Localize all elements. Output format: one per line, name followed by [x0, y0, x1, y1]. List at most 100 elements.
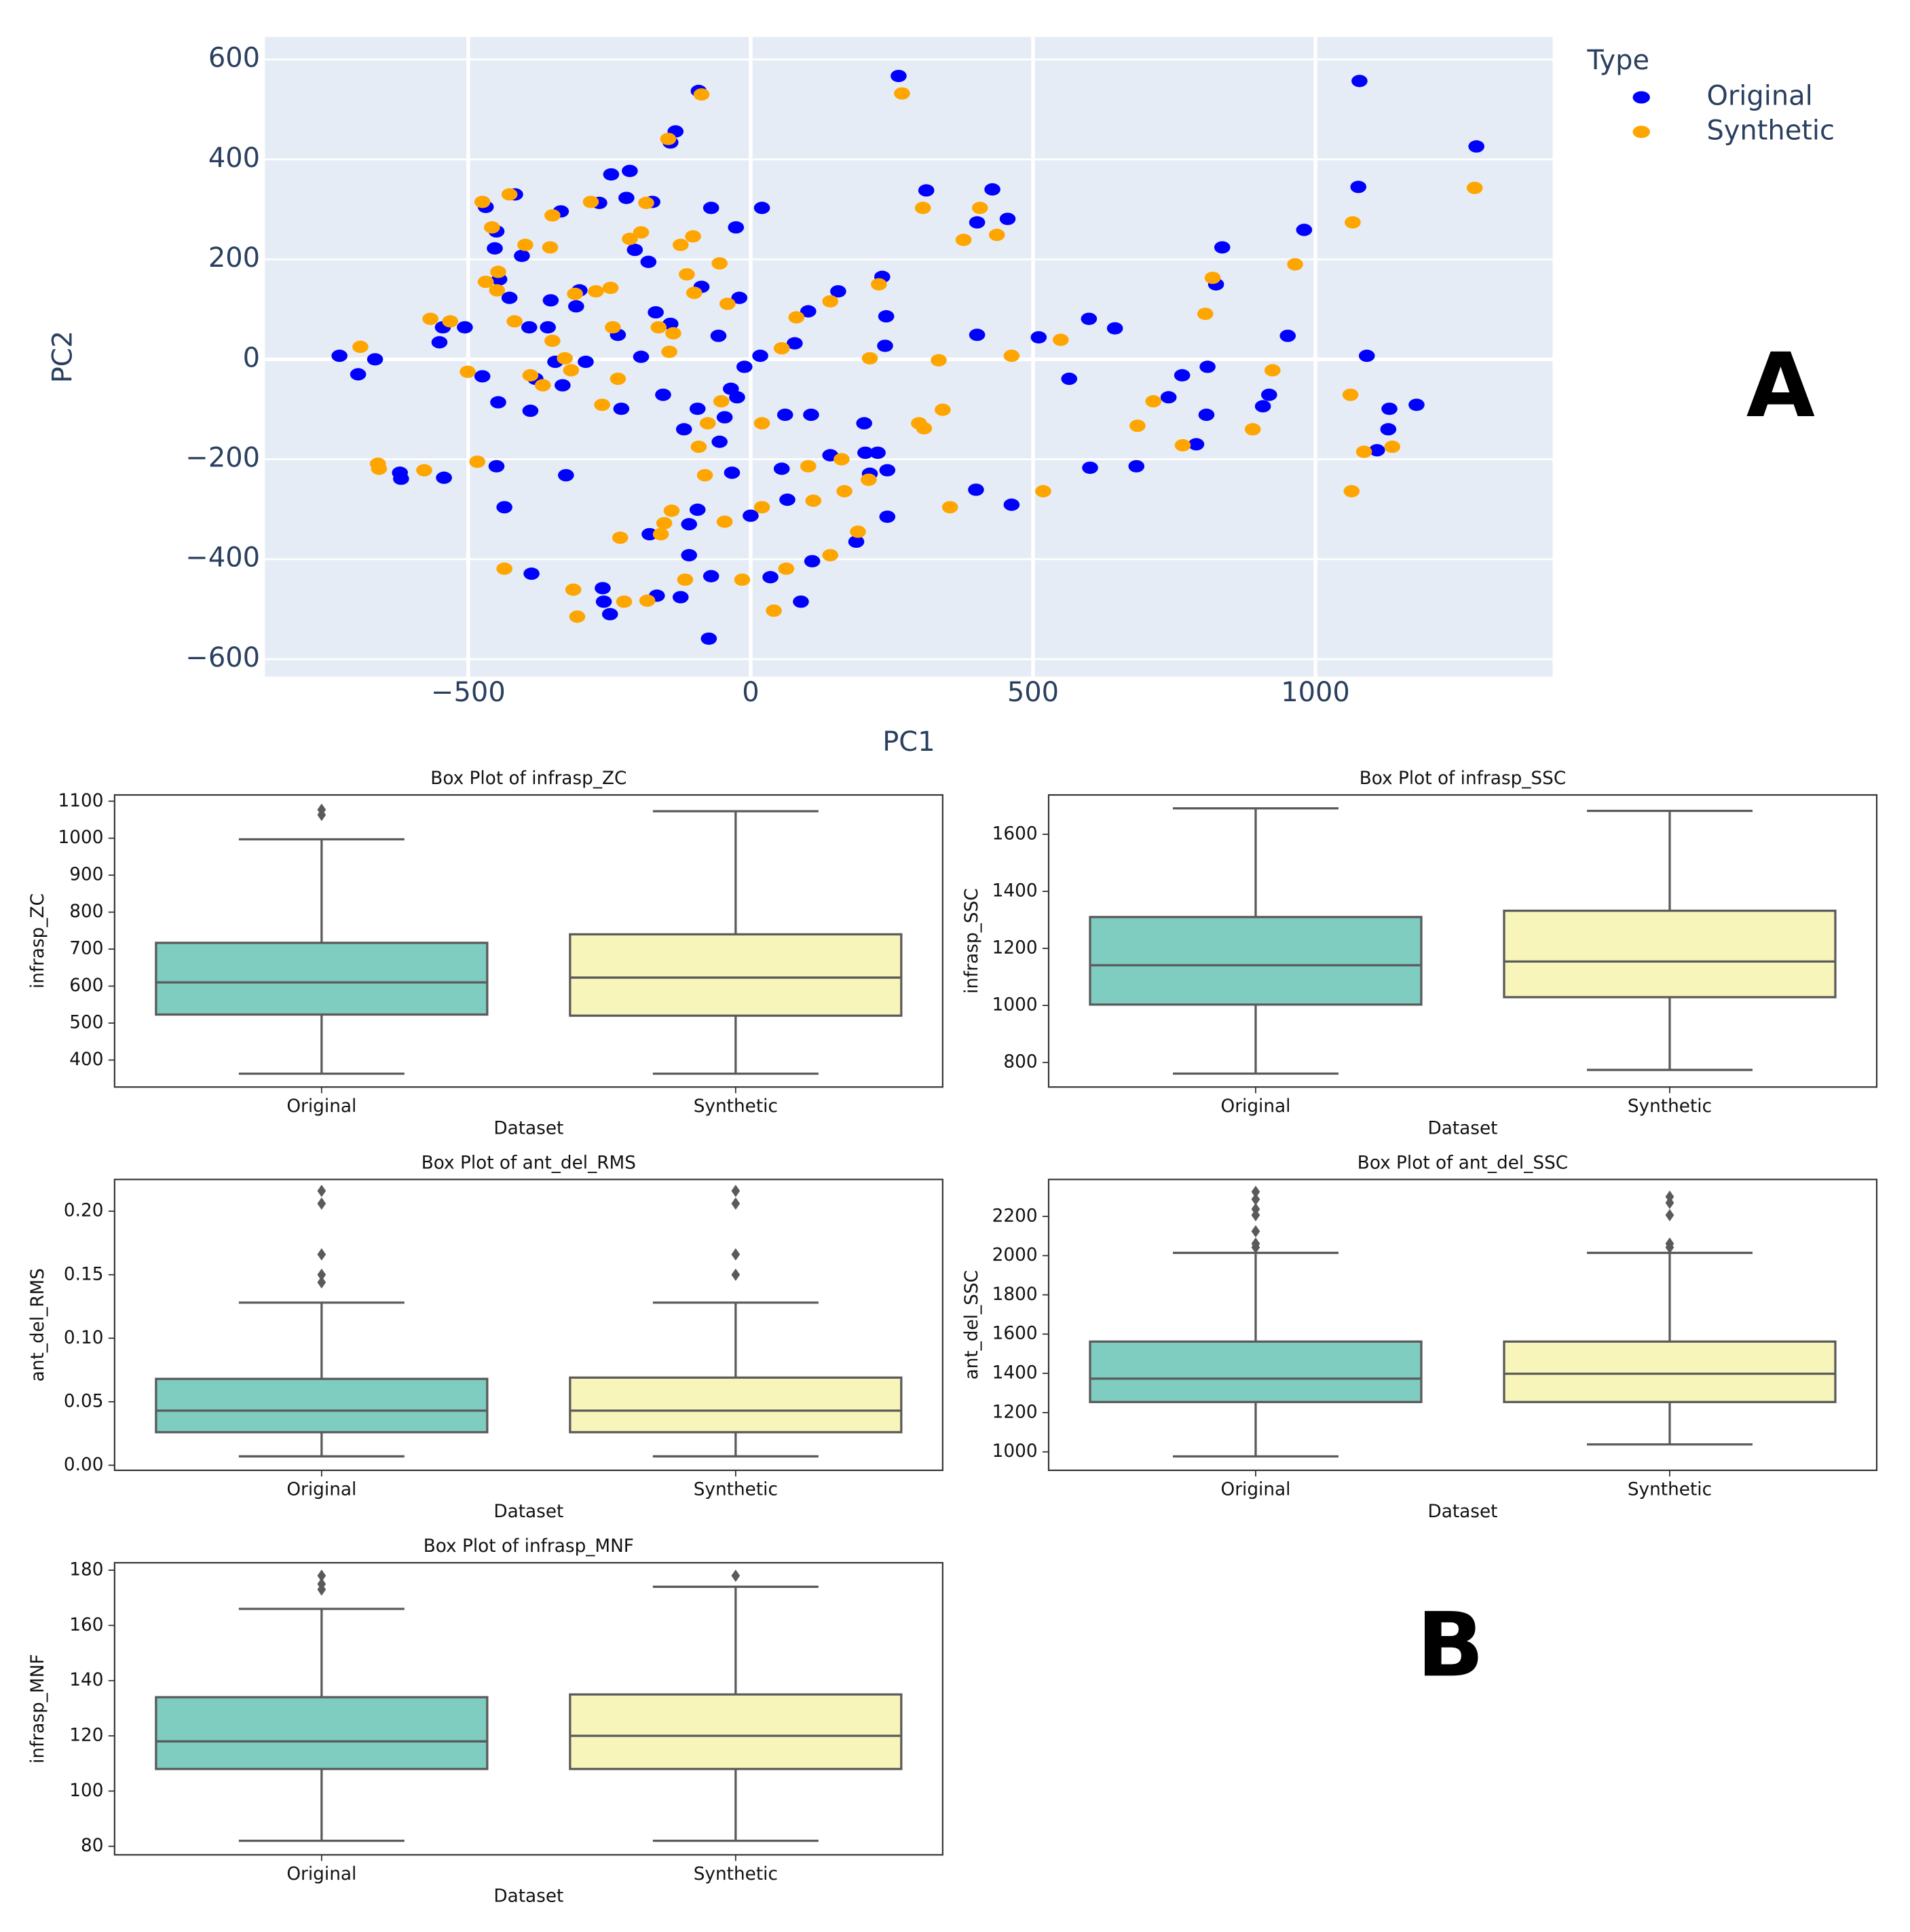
scatter-point [1384, 441, 1400, 453]
y-axis-label: infrasp_ZC [28, 893, 48, 988]
box [155, 942, 489, 1016]
y-tick-label: −200 [185, 443, 260, 474]
scatter-point [878, 310, 895, 323]
scatter-point [879, 510, 896, 523]
scatter-point [776, 408, 793, 422]
outlier [1251, 1185, 1260, 1198]
scatter-point [716, 515, 733, 528]
y-tick-label: 800 [69, 902, 103, 922]
scatter-point [1061, 372, 1078, 386]
y-axis-label: PC2 [47, 331, 78, 383]
scatter-point [773, 342, 790, 355]
scatter-point [734, 573, 751, 586]
scatter-point [800, 305, 817, 318]
scatter-point [1082, 461, 1098, 475]
scatter-point [822, 295, 839, 308]
outlier [1251, 1225, 1260, 1238]
scatter-point [605, 321, 621, 334]
scatter-point [689, 403, 706, 415]
scatter-point [711, 435, 728, 448]
scatter-point [1380, 423, 1397, 436]
outlier [317, 1276, 326, 1289]
scatter-point [557, 352, 573, 365]
box [569, 1376, 903, 1434]
scatter-point [677, 573, 694, 586]
legend-label: Synthetic [1706, 115, 1835, 146]
scatter-point [968, 483, 984, 496]
scatter-point [640, 255, 657, 268]
scatter-point [652, 527, 669, 541]
scatter-point [711, 257, 728, 270]
scatter-point [436, 471, 452, 484]
scatter-point [595, 595, 612, 608]
box [1503, 909, 1837, 999]
scatter-point [569, 610, 586, 623]
scatter-point [918, 184, 935, 197]
scatter-point [850, 525, 866, 538]
scatter-point [544, 334, 561, 348]
scatter-point [457, 321, 473, 334]
scatter-point [1199, 360, 1216, 373]
scatter-point [779, 494, 795, 506]
scatter-point [877, 339, 893, 352]
scatter-point [517, 238, 533, 251]
scatter-point [869, 446, 886, 460]
scatter-point [773, 462, 790, 475]
scatter-point [834, 453, 850, 466]
scatter-point [350, 368, 367, 381]
chart-title: Box Plot of infrasp_SSC [1360, 768, 1566, 789]
x-tick-label: Synthetic [1628, 1096, 1712, 1117]
scatter-point [1128, 460, 1145, 472]
scatter-point [710, 329, 727, 342]
y-tick-label: 1800 [992, 1284, 1038, 1305]
y-tick-label: 180 [69, 1560, 103, 1580]
box [1089, 916, 1423, 1006]
y-tick-label: 700 [69, 939, 103, 959]
scatter-point [1145, 395, 1162, 408]
scatter-point [665, 327, 681, 340]
scatter-point [474, 370, 491, 383]
outlier [731, 1569, 741, 1582]
scatter-point [616, 595, 633, 608]
scatter-point [540, 321, 557, 334]
scatter-point [469, 456, 485, 468]
outlier [1251, 1208, 1260, 1222]
y-tick-label: 1600 [992, 823, 1038, 844]
scatter-point [1279, 329, 1296, 342]
y-tick-label: 900 [69, 865, 103, 885]
scatter-point [679, 268, 695, 281]
scatter-point [766, 604, 782, 617]
outlier [1665, 1241, 1674, 1254]
chart-title: Box Plot of infrasp_ZC [430, 768, 626, 789]
x-tick-label: Synthetic [694, 1479, 778, 1500]
scatter-point [955, 234, 972, 246]
scatter-point [999, 212, 1016, 225]
scatter-point [416, 464, 432, 477]
scatter-point [1106, 322, 1123, 335]
scatter-point [622, 232, 638, 245]
outlier [1665, 1208, 1674, 1222]
y-tick-label: 600 [208, 43, 260, 74]
y-tick-label: 1200 [992, 1402, 1038, 1422]
y-tick-label: 600 [69, 976, 103, 996]
scatter-point [788, 311, 805, 324]
scatter-point [787, 337, 803, 350]
scatter-point [612, 532, 629, 544]
y-tick-label: 0.15 [64, 1264, 104, 1284]
scatter-point [506, 315, 523, 328]
x-tick-label: −500 [431, 677, 506, 708]
scatter-point [916, 422, 933, 434]
x-tick-label: 0 [742, 677, 759, 708]
scatter-point [1174, 439, 1191, 451]
scatter-point [713, 395, 730, 408]
scatter-point [1368, 444, 1385, 457]
scatter-point [672, 591, 689, 603]
scatter-point [661, 346, 677, 358]
box [1089, 1340, 1423, 1403]
scatter-point [371, 462, 388, 475]
scatter-point [1351, 75, 1368, 88]
box [155, 1696, 489, 1770]
scatter-point [603, 168, 620, 181]
scatter-point [660, 132, 677, 145]
scatter-point [367, 353, 383, 366]
